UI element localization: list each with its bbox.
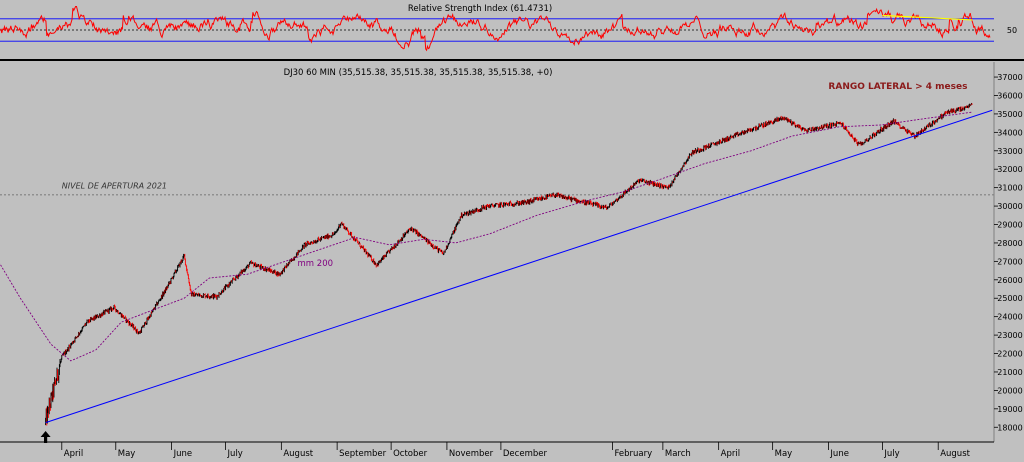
support-trendline	[45, 109, 993, 424]
y-tick-label: 26000	[997, 276, 1022, 285]
y-tick-label: 34000	[997, 128, 1022, 137]
x-tick-label: June	[173, 449, 193, 458]
y-tick-label: 37000	[997, 73, 1022, 82]
x-axis: April May June July August September October No…	[61, 442, 971, 459]
price-candles	[45, 102, 973, 426]
ma-200-line	[0, 111, 973, 362]
y-tick-label: 30000	[997, 202, 1022, 211]
x-tick-label: November	[449, 449, 494, 458]
y-tick-label: 36000	[997, 91, 1022, 100]
y-tick-label: 32000	[997, 165, 1022, 174]
y-tick-label: 23000	[997, 331, 1022, 340]
x-tick-label: May	[118, 449, 136, 458]
y-tick-label: 21000	[997, 368, 1022, 377]
x-tick-label: August	[940, 449, 970, 458]
x-tick-label: June	[829, 449, 849, 458]
y-tick-label: 20000	[997, 386, 1022, 395]
y-tick-label: 19000	[997, 405, 1022, 414]
price-chart-title: DJ30 60 MIN (35,515.38, 35,515.38, 35,51…	[284, 68, 553, 78]
x-tick-label: December	[503, 449, 548, 458]
y-axis: 18000 19000 20000 21000 22000 23000 24000 25000…	[994, 73, 1023, 432]
y-tick-label: 22000	[997, 350, 1022, 359]
y-tick-label: 28000	[997, 239, 1022, 248]
y-tick-label: 33000	[997, 147, 1022, 156]
annotation-ma-label: mm 200	[298, 259, 334, 269]
y-tick-label: 24000	[997, 313, 1022, 322]
y-tick-label: 31000	[997, 184, 1022, 193]
annotation-rango-lateral: RANGO LATERAL > 4 meses	[828, 82, 967, 92]
y-tick-label: 27000	[997, 257, 1022, 266]
y-tick-label: 29000	[997, 221, 1022, 230]
annotations: RANGO LATERAL > 4 meses NIVEL DE APERTURA…	[62, 82, 968, 269]
x-tick-label: April	[64, 449, 83, 458]
x-tick-label: February	[614, 449, 652, 458]
y-tick-label: 18000	[997, 423, 1022, 432]
rsi-trend-line	[882, 14, 973, 21]
price-panel: DJ30 60 MIN (35,515.38, 35,515.38, 35,51…	[0, 68, 994, 443]
annotation-nivel-apertura: NIVEL DE APERTURA 2021	[62, 182, 167, 191]
rsi-tick-label: 50	[1007, 26, 1017, 35]
x-tick-label: September	[339, 449, 386, 458]
x-tick-label: July	[883, 449, 899, 458]
y-tick-label: 25000	[997, 294, 1022, 303]
up-arrow-icon	[40, 430, 51, 443]
y-tick-label: 35000	[997, 110, 1022, 119]
rsi-reference-bands	[0, 18, 994, 42]
rsi-line	[0, 6, 991, 52]
rsi-panel: Relative Strength Index (61.4731) 50	[0, 0, 1017, 58]
x-tick-label: April	[721, 449, 740, 458]
x-tick-label: October	[393, 449, 428, 458]
x-tick-label: March	[665, 449, 691, 458]
x-tick-label: July	[227, 449, 243, 458]
x-tick-label: May	[775, 449, 793, 458]
x-tick-label: August	[283, 449, 313, 458]
rsi-title: Relative Strength Index (61.4731)	[408, 4, 552, 14]
